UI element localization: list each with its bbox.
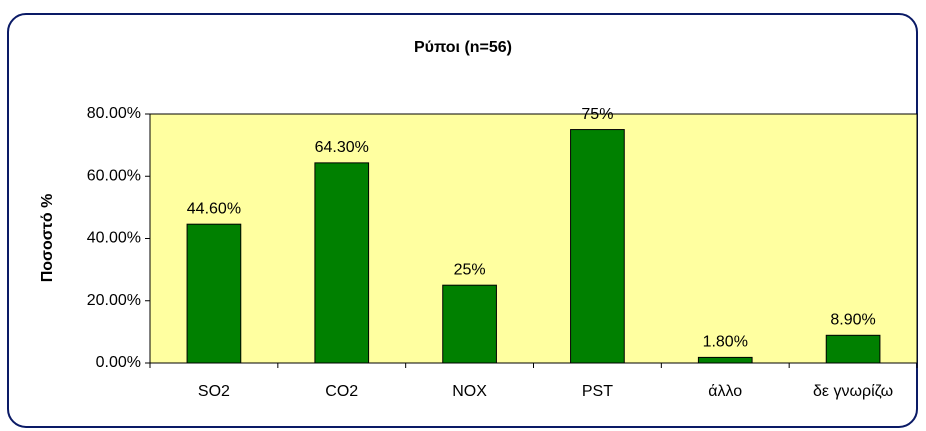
- x-tick-label: SO2: [198, 383, 230, 400]
- x-tick-label: NOX: [452, 383, 487, 400]
- y-tick-label: 0.00%: [96, 354, 141, 371]
- y-axis-label: Ποσοστό %: [39, 194, 56, 283]
- x-tick-label: PST: [582, 383, 613, 400]
- bar: [825, 334, 881, 364]
- value-label: 25%: [454, 261, 486, 278]
- value-label: 44.60%: [187, 200, 241, 217]
- x-tick-label: άλλο: [708, 383, 742, 400]
- value-label: 1.80%: [703, 334, 748, 351]
- bar: [442, 284, 497, 364]
- bar: [314, 162, 370, 364]
- x-tick-label: δε γνωρίζω: [813, 383, 893, 400]
- y-tick-label: 80.00%: [87, 105, 141, 122]
- value-label: 75%: [581, 106, 613, 123]
- y-tick-label: 20.00%: [87, 292, 141, 309]
- bar: [186, 223, 242, 364]
- bar: [697, 356, 753, 364]
- plot-area: [149, 113, 918, 364]
- value-label: 64.30%: [315, 139, 369, 156]
- y-tick-label: 40.00%: [87, 230, 141, 247]
- x-tick-label: CO2: [325, 383, 358, 400]
- y-tick-label: 60.00%: [87, 167, 141, 184]
- bar: [570, 129, 625, 364]
- chart-title: Ρύποι (n=56): [414, 39, 512, 56]
- value-label: 8.90%: [830, 312, 875, 329]
